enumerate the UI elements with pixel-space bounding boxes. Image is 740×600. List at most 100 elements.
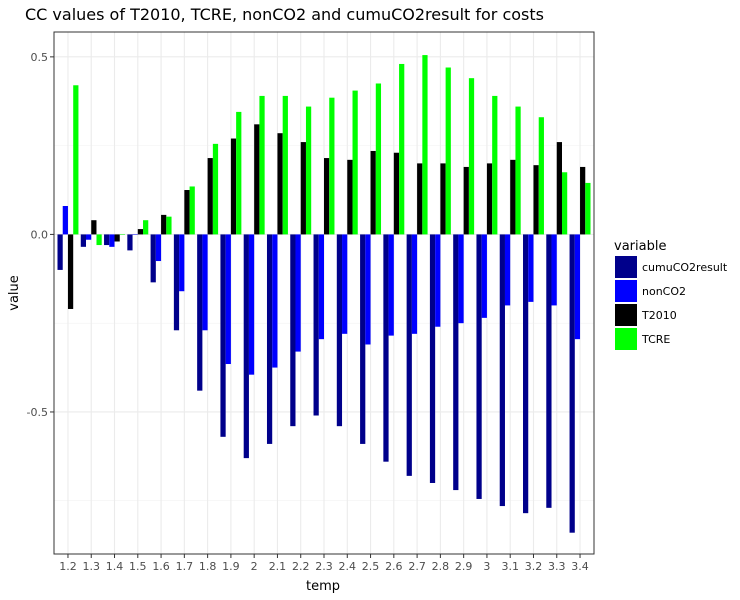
bar-T2010-1.7 bbox=[184, 190, 190, 235]
bar-nonCO2-2.1 bbox=[272, 234, 278, 368]
bar-T2010-3.2 bbox=[533, 165, 539, 235]
bar-cumuCO2result-3.3 bbox=[546, 234, 552, 508]
bar-TCRE-3.4 bbox=[585, 182, 591, 235]
bar-T2010-1.3 bbox=[91, 220, 97, 235]
legend-key-nonCO2 bbox=[615, 280, 637, 302]
x-tick-label: 2.4 bbox=[339, 560, 357, 573]
x-tick-label: 3.3 bbox=[548, 560, 566, 573]
bar-nonCO2-2.9 bbox=[458, 234, 464, 324]
y-axis-title: value bbox=[7, 275, 22, 311]
bar-nonCO2-3.4 bbox=[574, 234, 581, 340]
bar-nonCO2-3.2 bbox=[528, 234, 534, 302]
bar-cumuCO2result-2 bbox=[243, 234, 249, 459]
bar-TCRE-1.5 bbox=[143, 220, 149, 235]
legend-label-cumuCO2result: cumuCO2result bbox=[642, 261, 728, 274]
x-tick-label: 1.8 bbox=[199, 560, 217, 573]
bar-nonCO2-3 bbox=[481, 234, 487, 318]
bar-T2010-3.4 bbox=[580, 166, 586, 235]
x-tick-label: 3.1 bbox=[501, 560, 519, 573]
x-axis: 1.2 1.3 1.4 1.5 1.6 1.7 1.8 1.9 2 2.1 2.2 2.3 2.4 2.5… bbox=[59, 554, 589, 573]
bar-cumuCO2result-2.5 bbox=[360, 234, 366, 444]
bar-cumuCO2result-2.8 bbox=[429, 234, 436, 483]
bar-nonCO2-2.5 bbox=[365, 234, 371, 345]
x-tick-label: 2.6 bbox=[385, 560, 403, 573]
bar-cumuCO2result-3 bbox=[476, 234, 482, 499]
bar-nonCO2-1.2 bbox=[62, 206, 68, 235]
bar-TCRE-3.2 bbox=[538, 117, 544, 235]
bar-nonCO2-1.7 bbox=[179, 234, 185, 292]
legend-label-TCRE: TCRE bbox=[641, 333, 670, 346]
legend-label-T2010: T2010 bbox=[641, 309, 677, 322]
bar-T2010-1.8 bbox=[207, 158, 213, 235]
bar-TCRE-1.4 bbox=[119, 234, 125, 235]
bar-cumuCO2result-1.2 bbox=[57, 234, 63, 270]
bar-cumuCO2result-1.6 bbox=[150, 234, 156, 283]
bar-TCRE-2.3 bbox=[329, 97, 335, 235]
bar-cumuCO2result-2.2 bbox=[290, 234, 296, 427]
bar-cumuCO2result-1.3 bbox=[80, 234, 87, 247]
bar-nonCO2-3.3 bbox=[551, 234, 557, 306]
x-tick-label: 1.5 bbox=[129, 560, 147, 573]
bar-T2010-1.4 bbox=[114, 234, 120, 242]
bar-TCRE-2.2 bbox=[305, 106, 312, 235]
y-tick-label: -0.5 bbox=[27, 406, 48, 419]
x-tick-label: 2.2 bbox=[292, 560, 310, 573]
bar-cumuCO2result-3.4 bbox=[569, 234, 575, 533]
bar-TCRE-3 bbox=[492, 95, 498, 235]
bar-TCRE-3.3 bbox=[561, 172, 568, 235]
y-tick-label: 0.5 bbox=[31, 51, 49, 64]
bar-cumuCO2result-3.1 bbox=[499, 234, 505, 507]
bar-TCRE-2.8 bbox=[445, 67, 451, 235]
bar-cumuCO2result-2.1 bbox=[266, 234, 273, 444]
x-tick-label: 2.8 bbox=[432, 560, 450, 573]
bar-T2010-2.9 bbox=[463, 166, 469, 235]
legend-key-T2010 bbox=[615, 304, 637, 326]
bar-nonCO2-2.4 bbox=[342, 234, 348, 334]
bar-T2010-1.2 bbox=[67, 234, 74, 309]
bar-T2010-2 bbox=[254, 124, 260, 235]
x-tick-label: 1.6 bbox=[152, 560, 170, 573]
bar-T2010-1.6 bbox=[161, 214, 167, 235]
bar-TCRE-1.6 bbox=[166, 216, 172, 235]
bar-TCRE-2.7 bbox=[422, 55, 428, 235]
bar-nonCO2-3.1 bbox=[504, 234, 511, 306]
x-tick-label: 2.9 bbox=[455, 560, 473, 573]
bar-TCRE-1.2 bbox=[73, 85, 79, 235]
bar-cumuCO2result-2.7 bbox=[406, 234, 412, 476]
bar-T2010-2.8 bbox=[440, 163, 446, 235]
legend-key-TCRE bbox=[615, 328, 637, 350]
bar-T2010-2.6 bbox=[393, 152, 400, 235]
bar-T2010-2.3 bbox=[324, 158, 330, 235]
bar-T2010-2.4 bbox=[347, 159, 353, 235]
x-tick-label: 1.3 bbox=[82, 560, 100, 573]
x-tick-label: 3 bbox=[483, 560, 490, 573]
x-tick-label: 3.4 bbox=[571, 560, 589, 573]
bar-nonCO2-1.3 bbox=[86, 234, 92, 240]
bar-T2010-3 bbox=[486, 163, 493, 235]
bar-cumuCO2result-1.9 bbox=[220, 234, 226, 437]
bar-T2010-3.3 bbox=[556, 142, 562, 235]
x-tick-label: 1.9 bbox=[222, 560, 240, 573]
bar-T2010-2.5 bbox=[370, 150, 376, 235]
bar-TCRE-2.1 bbox=[282, 95, 288, 235]
bar-nonCO2-1.4 bbox=[109, 234, 115, 247]
bar-nonCO2-2.7 bbox=[411, 234, 418, 334]
bar-TCRE-1.9 bbox=[236, 111, 242, 235]
bar-cumuCO2result-2.3 bbox=[313, 234, 319, 416]
bar-T2010-3.1 bbox=[510, 159, 516, 235]
y-axis: 0.5 0.0 -0.5 bbox=[27, 51, 54, 419]
bars-layer bbox=[57, 55, 591, 533]
bar-cumuCO2result-1.4 bbox=[104, 234, 110, 246]
bar-nonCO2-1.9 bbox=[225, 234, 231, 365]
bar-TCRE-2.4 bbox=[352, 90, 358, 235]
legend-key-cumuCO2result bbox=[615, 256, 637, 278]
x-tick-label: 2.1 bbox=[269, 560, 287, 573]
bar-TCRE-3.1 bbox=[515, 106, 521, 235]
x-tick-label: 3.2 bbox=[525, 560, 543, 573]
x-tick-label: 2.7 bbox=[408, 560, 426, 573]
bar-cumuCO2result-2.9 bbox=[453, 234, 459, 491]
bar-nonCO2-2.6 bbox=[388, 234, 394, 336]
bar-TCRE-2.5 bbox=[375, 83, 382, 235]
bar-cumuCO2result-1.7 bbox=[173, 234, 180, 331]
